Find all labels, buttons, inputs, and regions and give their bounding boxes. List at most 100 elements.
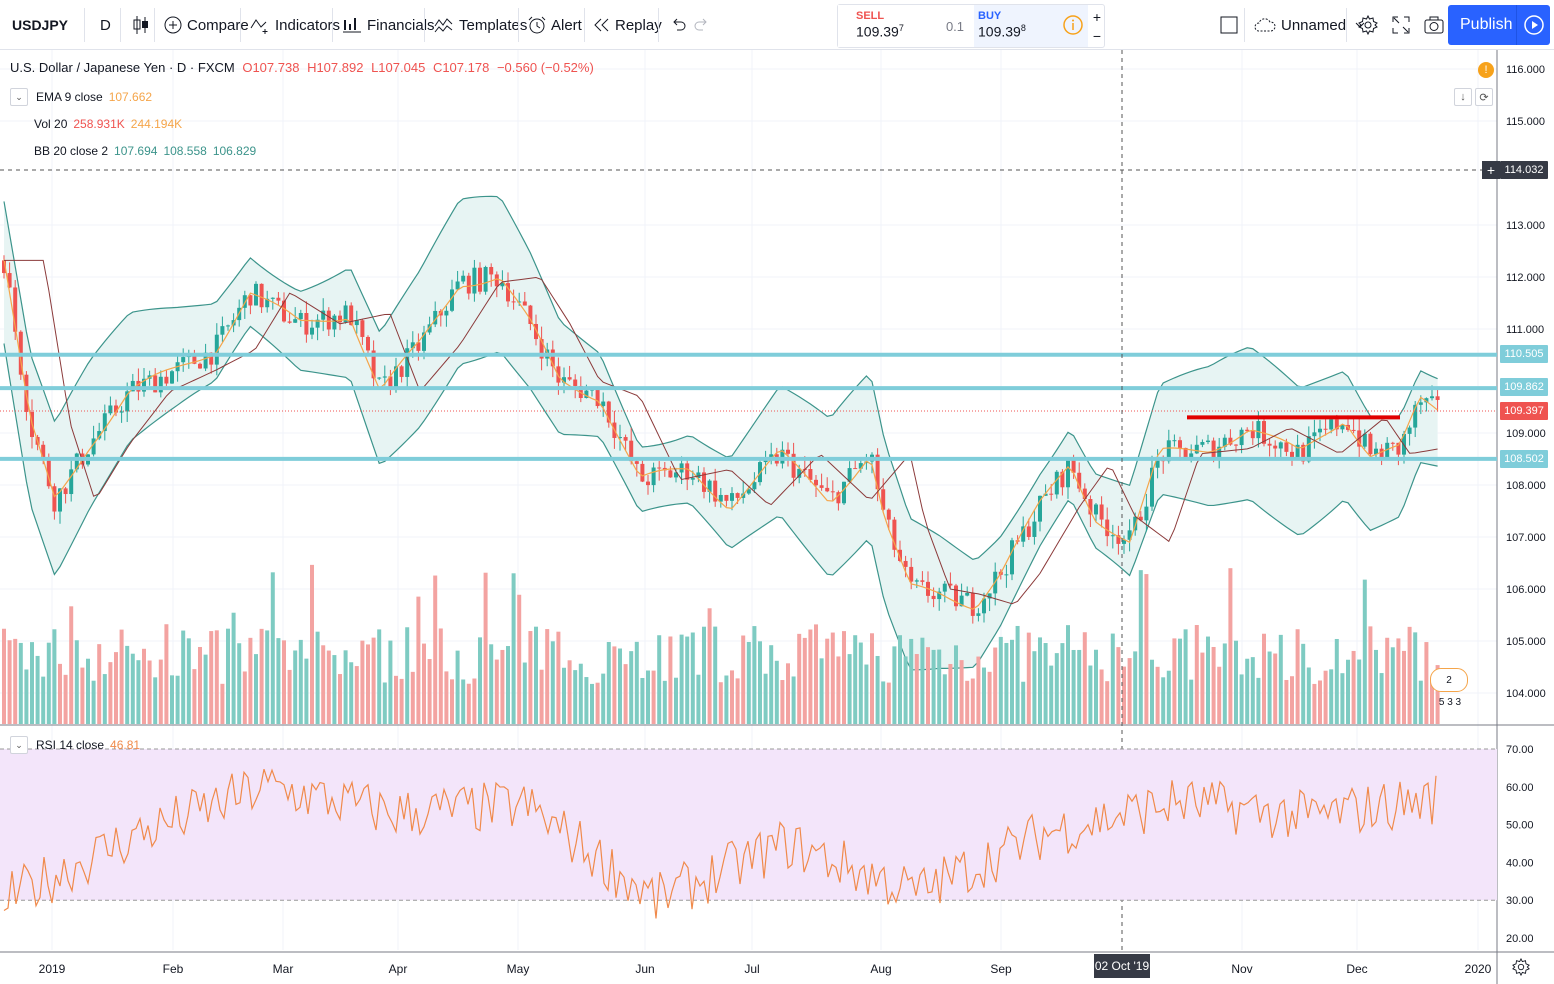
price-axis-label: 111.000 xyxy=(1506,324,1544,336)
volume-bar xyxy=(209,631,214,724)
reset-scale-button[interactable]: ⟳ xyxy=(1475,88,1493,106)
volume-bar xyxy=(707,608,712,724)
time-axis-label: Jun xyxy=(635,962,654,976)
add-level-plus-icon[interactable]: + xyxy=(1482,161,1500,179)
candle-body xyxy=(7,273,12,288)
symbol-search-button[interactable]: USDJPY xyxy=(6,8,74,42)
rewind-icon xyxy=(594,18,609,32)
volume-bar xyxy=(1161,677,1166,724)
expand-button[interactable] xyxy=(1386,8,1421,42)
candle-body xyxy=(265,298,270,308)
sell-button[interactable]: SELL 109.397 xyxy=(838,5,936,47)
volume-bar xyxy=(147,660,152,724)
volume-bar xyxy=(1402,650,1406,724)
events-badge[interactable]: 2 xyxy=(1430,668,1468,692)
bb-basis-value: 107.694 xyxy=(114,144,158,158)
quantity-plus-button[interactable]: + xyxy=(1092,9,1102,25)
candle-body xyxy=(1082,488,1087,500)
candle-body xyxy=(1043,493,1048,496)
level-price-tag: 110.505 xyxy=(1500,345,1548,363)
candle-body xyxy=(164,376,169,384)
collapse-rsi-button[interactable]: ⌄ xyxy=(10,736,28,754)
volume-bar xyxy=(685,636,690,724)
candle-body xyxy=(287,321,292,323)
publish-button[interactable]: Publish xyxy=(1448,5,1550,45)
volume-bar xyxy=(1284,679,1289,724)
templates-button[interactable]: Templates xyxy=(428,8,533,42)
bb-upper-value: 108.558 xyxy=(163,144,207,158)
volume-bar xyxy=(1189,679,1194,724)
volume-bar xyxy=(483,572,488,724)
volume-bar xyxy=(13,638,18,724)
volume-bar xyxy=(534,626,538,724)
candle-body xyxy=(1150,467,1154,507)
alert-label: Alert xyxy=(551,16,582,34)
candle-body xyxy=(242,295,247,308)
compare-button[interactable]: Compare xyxy=(158,8,255,42)
volume-bar xyxy=(226,628,230,724)
candle-body xyxy=(74,453,79,470)
candle-body xyxy=(1088,499,1093,515)
volume-bar xyxy=(1357,659,1362,724)
chart-type-button[interactable] xyxy=(126,8,161,42)
legend-title: U.S. Dollar / Japanese Yen · D · FXCM xyxy=(10,60,235,75)
layout-name-label: Unnamed xyxy=(1281,16,1347,34)
interval-button[interactable]: D xyxy=(94,8,117,42)
indicators-button[interactable]: Indicators xyxy=(244,8,346,42)
redo-button[interactable] xyxy=(688,8,721,42)
volume-bar xyxy=(58,663,62,724)
volume-bar xyxy=(46,642,51,724)
volume-bar xyxy=(909,638,914,724)
financials-button[interactable]: Financials xyxy=(336,8,441,42)
replay-button[interactable]: Replay xyxy=(588,8,668,42)
fullscreen-toggle-button[interactable] xyxy=(1214,8,1249,42)
rsi-line xyxy=(3,768,1437,919)
collapse-legend-button[interactable]: ⌄ xyxy=(10,88,28,106)
snapshot-button[interactable] xyxy=(1418,8,1455,42)
candle-body xyxy=(349,305,354,326)
candle-body xyxy=(914,580,919,582)
volume-bar xyxy=(1407,626,1412,724)
volume-bar xyxy=(1267,651,1272,724)
chart-settings-button[interactable] xyxy=(1512,957,1530,981)
candle-body xyxy=(1234,444,1238,446)
candle-body xyxy=(310,327,314,335)
candle-body xyxy=(959,595,964,607)
warning-icon[interactable]: ! xyxy=(1478,62,1494,78)
volume-bar xyxy=(539,669,544,724)
volume-bar xyxy=(1010,639,1014,724)
candle-body xyxy=(130,380,135,392)
publish-dropdown-button[interactable] xyxy=(1516,5,1551,45)
candle-body xyxy=(69,469,74,495)
volume-bar xyxy=(1368,626,1373,724)
scroll-down-button[interactable]: ↓ xyxy=(1454,88,1472,106)
candle-body xyxy=(970,592,975,616)
candle-body xyxy=(903,560,908,567)
undo-icon xyxy=(673,18,686,31)
candle-body xyxy=(1390,442,1395,444)
volume-bar xyxy=(1138,570,1143,724)
info-button[interactable] xyxy=(1063,15,1083,40)
volume-bar xyxy=(18,642,23,724)
toolbar-divider xyxy=(1346,8,1347,42)
buy-button[interactable]: BUY 109.398 xyxy=(974,5,1088,47)
volume-bar xyxy=(651,670,656,724)
candle-body xyxy=(1138,516,1143,521)
volume-bar xyxy=(1200,652,1205,724)
volume-bar xyxy=(489,644,494,724)
volume-bar xyxy=(248,637,253,724)
candle-body xyxy=(567,377,572,380)
volume-bar xyxy=(1379,673,1384,724)
events-extra-badge[interactable]: 5 3 3 xyxy=(1438,696,1462,708)
undo-button[interactable] xyxy=(664,8,697,42)
alert-button[interactable]: Alert xyxy=(522,8,588,42)
volume-bar xyxy=(1105,681,1110,724)
quantity-minus-button[interactable]: − xyxy=(1092,28,1102,44)
volume-bar xyxy=(478,637,482,724)
price-chart[interactable]: 116.000 115.000 113.000 112.000 111.000 109.0… xyxy=(0,50,1554,984)
settings-button[interactable] xyxy=(1352,8,1389,42)
volume-bar xyxy=(746,641,751,724)
candle-body xyxy=(920,580,925,582)
volume-legend: Vol 20 258.931K 244.194K xyxy=(34,117,188,131)
volume-bar xyxy=(494,659,499,724)
